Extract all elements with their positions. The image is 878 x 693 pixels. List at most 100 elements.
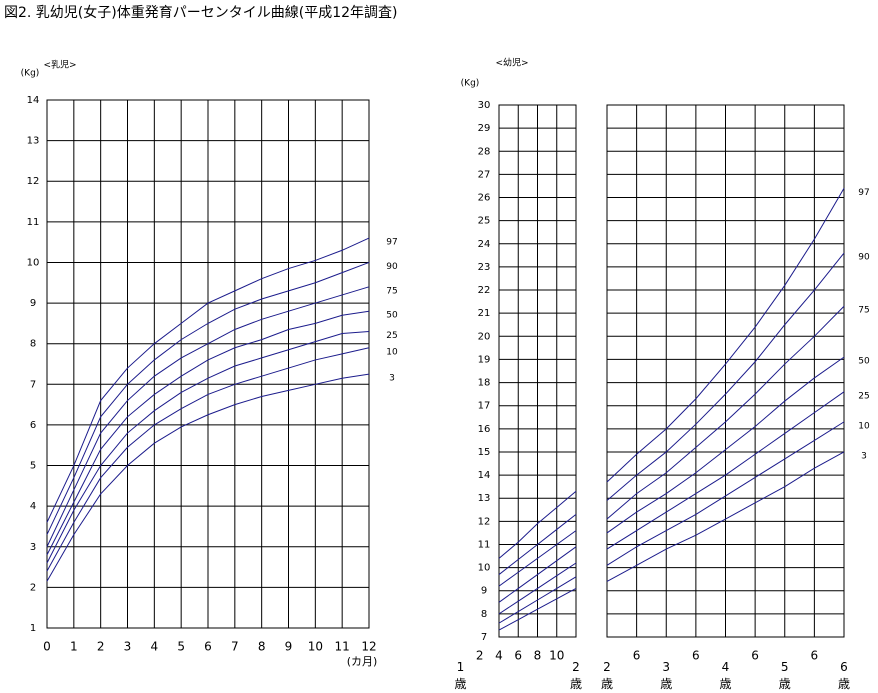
legend-label: 25 <box>858 391 869 401</box>
plot-frame <box>46 99 370 629</box>
legend-label: 90 <box>386 262 398 272</box>
y-axis-label: (Kg) <box>21 69 40 79</box>
percentile-line <box>606 451 845 582</box>
percentile-line <box>606 188 845 483</box>
x-tick-label: 4 <box>151 640 159 654</box>
y-tick-label: 6 <box>30 420 36 431</box>
percentile-line <box>46 331 370 564</box>
x-tick-label: 8 <box>534 649 542 663</box>
x-tick-label: 2 <box>97 640 105 654</box>
x-tick-label: 6 <box>204 640 212 654</box>
x-tick-label: 12 <box>361 640 376 654</box>
percentile-line <box>498 562 577 615</box>
legend-label: 10 <box>858 421 870 431</box>
legend-label: 3 <box>389 374 395 384</box>
legend-label: 75 <box>858 306 869 316</box>
legend-label: 90 <box>858 253 870 263</box>
y-tick-label: 28 <box>478 146 491 157</box>
percentile-line <box>46 237 370 523</box>
percentile-line <box>498 490 577 559</box>
percentile-line <box>498 587 577 631</box>
x-tick-label: 11 <box>335 640 350 654</box>
y-tick-label: 24 <box>478 239 491 250</box>
y-tick-label: 8 <box>30 339 36 350</box>
percentile-line <box>606 305 845 520</box>
y-tick-label: 27 <box>478 169 491 180</box>
y-tick-label: 22 <box>478 285 491 296</box>
percentile-line <box>498 576 577 624</box>
y-tick-label: 18 <box>478 378 491 389</box>
y-tick-label: 21 <box>478 308 491 319</box>
y-tick-label: 2 <box>30 582 36 593</box>
x-tick-label: 8 <box>258 640 266 654</box>
y-tick-label: 5 <box>30 461 36 472</box>
percentile-line <box>498 546 577 603</box>
legend-label: 25 <box>386 331 397 341</box>
y-tick-label: 14 <box>27 95 40 106</box>
y-tick-label: 16 <box>478 424 491 435</box>
percentile-line <box>46 310 370 556</box>
y-tick-label: 9 <box>481 586 487 597</box>
percentile-line <box>606 356 845 534</box>
y-tick-label: 4 <box>30 501 36 512</box>
legend-label: 10 <box>386 347 398 357</box>
y-axis-label: (Kg) <box>461 79 480 89</box>
percentile-line <box>606 391 845 550</box>
x-tick-label: 4 <box>495 649 503 663</box>
percentile-line <box>498 530 577 587</box>
x-tick-label: 6 <box>811 649 819 663</box>
x-tick-label: 6 <box>751 649 759 663</box>
plot-frame <box>606 104 845 638</box>
y-tick-label: 8 <box>481 609 487 620</box>
y-tick-label: 12 <box>478 516 491 527</box>
y-tick-label: 23 <box>478 262 491 273</box>
y-tick-label: 14 <box>478 470 491 481</box>
x-tick-label: 5 <box>177 640 185 654</box>
chart-title: 図2. 乳幼児(女子)体重発育パーセンタイル曲線(平成12年調査) <box>4 4 397 21</box>
percentile-line <box>606 252 845 501</box>
percentile-line <box>46 261 370 535</box>
y-tick-label: 20 <box>478 331 491 342</box>
y-tick-label: 7 <box>30 379 36 390</box>
y-tick-label: 15 <box>478 447 491 458</box>
legend-label: 3 <box>861 451 867 461</box>
y-tick-label: 25 <box>478 216 491 227</box>
y-tick-label: 12 <box>27 176 40 187</box>
x-tick-label: 6 <box>633 649 641 663</box>
y-tick-label: 13 <box>27 136 40 147</box>
y-tick-label: 7 <box>481 632 487 643</box>
percentile-line <box>498 514 577 575</box>
percentile-line <box>46 347 370 572</box>
x-tick-label: 9 <box>285 640 293 654</box>
x-axis-label: (カ月) <box>347 655 378 668</box>
x-tick-label: 0 <box>43 640 51 654</box>
y-tick-label: 1 <box>30 623 36 634</box>
x-tick-label: 10 <box>308 640 323 654</box>
y-tick-label: 10 <box>478 563 491 574</box>
y-tick-label: 11 <box>27 217 40 228</box>
x-tick-label: 10 <box>549 649 564 663</box>
y-tick-label: 19 <box>478 354 491 365</box>
y-tick-label: 10 <box>27 257 40 268</box>
plot-frame <box>498 104 577 638</box>
x-tick-label: 2 <box>476 649 484 663</box>
y-tick-label: 29 <box>478 123 491 134</box>
y-tick-label: 3 <box>30 542 36 553</box>
panel-label: <幼児> <box>495 57 528 69</box>
x-tick-label: 6 <box>692 649 700 663</box>
legend-label: 97 <box>858 188 869 198</box>
y-tick-label: 11 <box>478 539 491 550</box>
y-tick-label: 13 <box>478 493 491 504</box>
legend-label: 50 <box>858 357 870 367</box>
y-tick-label: 26 <box>478 193 491 204</box>
legend-label: 75 <box>386 286 397 296</box>
legend-label: 97 <box>386 238 397 248</box>
y-tick-label: 30 <box>478 100 491 111</box>
